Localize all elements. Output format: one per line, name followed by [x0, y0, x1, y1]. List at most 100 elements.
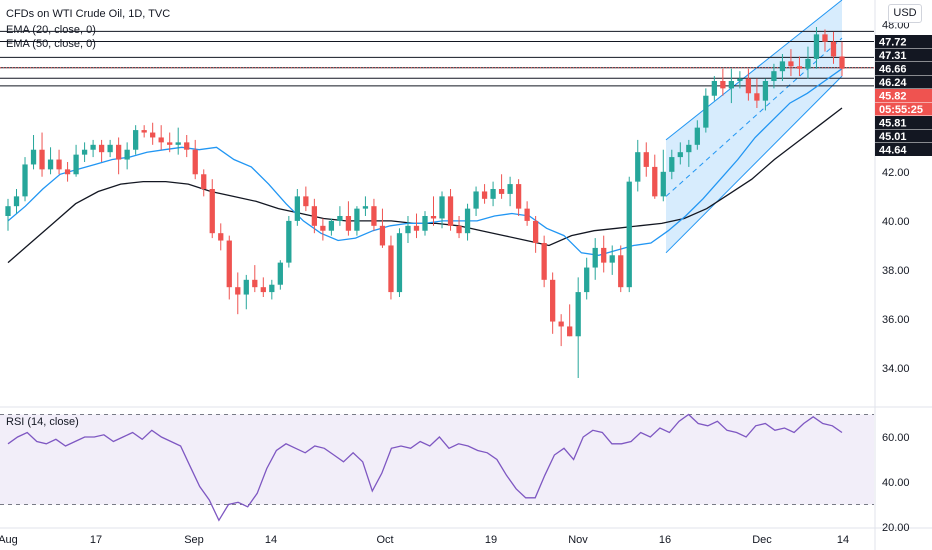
candle-body	[669, 157, 675, 172]
candle-body	[575, 292, 581, 337]
candle-body	[13, 196, 20, 207]
candle-body	[762, 81, 769, 101]
candle-body	[652, 166, 658, 197]
candle-body	[47, 159, 54, 170]
candle-body	[464, 208, 471, 234]
price-badge-label: 46.24	[879, 77, 907, 89]
candle-body	[235, 287, 241, 295]
candle-body	[541, 243, 547, 280]
candle-body	[677, 152, 683, 158]
candle-body	[737, 78, 743, 81]
candle-body	[456, 225, 462, 234]
rsi-band-fill	[0, 414, 874, 505]
candle-body	[396, 233, 403, 293]
candle-body	[192, 149, 198, 175]
candle-body	[558, 321, 564, 327]
candle-body	[107, 144, 113, 153]
time-tick-label: 14	[837, 534, 849, 546]
rsi-tick-label: 40.00	[882, 477, 910, 489]
candle-body	[371, 206, 377, 226]
candle-body	[720, 81, 726, 89]
price-badge-label: 46.66	[879, 64, 907, 76]
time-tick-label: 19	[485, 534, 497, 546]
candle-body	[337, 216, 343, 221]
time-tick-label: Dec	[752, 534, 772, 546]
candle-body	[260, 287, 266, 293]
rsi-legend: RSI (14, close)	[6, 416, 79, 428]
time-tick-label: Aug	[0, 534, 18, 546]
candle-body	[388, 245, 394, 293]
candle-body	[218, 233, 224, 241]
candle-body	[184, 142, 190, 150]
candle-body	[447, 196, 454, 226]
candle-body	[56, 159, 62, 170]
price-tick-label: 40.00	[882, 216, 910, 228]
candle-body	[601, 247, 607, 263]
candle-body	[813, 34, 820, 59]
candle-body	[694, 127, 700, 145]
candle-body	[481, 191, 488, 199]
candle-body	[141, 130, 147, 133]
candle-body	[745, 78, 752, 94]
price-badge-bg	[875, 143, 932, 156]
candle-body	[277, 262, 283, 285]
candle-body	[822, 34, 828, 42]
candles-group	[5, 27, 845, 378]
candle-body	[73, 154, 79, 175]
candle-body	[133, 130, 139, 150]
price-badge-bg	[875, 35, 932, 48]
candle-body	[771, 71, 777, 81]
channel-mid-line	[665, 37, 843, 197]
candle-body	[64, 169, 71, 175]
ema20-legend: EMA (20, close, 0)	[6, 24, 96, 36]
candle-body	[150, 132, 156, 138]
price-badge-label: 47.72	[879, 37, 907, 49]
candle-body	[405, 225, 411, 234]
candle-body	[81, 149, 88, 155]
candle-body	[413, 225, 420, 231]
candle-body	[754, 93, 760, 101]
candle-body	[175, 142, 181, 145]
price-badge-label: 45.82	[879, 91, 907, 103]
candle-body	[294, 196, 300, 221]
candle-body	[286, 220, 292, 263]
rsi-line	[7, 413, 843, 522]
candle-body	[779, 61, 786, 72]
price-tick-label: 36.00	[882, 314, 910, 326]
candle-body	[5, 206, 11, 216]
candle-body	[703, 95, 709, 128]
time-tick-label: 17	[90, 534, 102, 546]
price-badge-label: 47.31	[879, 50, 907, 62]
price-badge-bg	[875, 116, 932, 129]
price-badge-bg	[875, 75, 932, 89]
channel-lower-line	[665, 75, 843, 254]
candle-body	[226, 240, 232, 288]
candle-body	[584, 267, 590, 293]
candle-body	[90, 144, 96, 150]
price-badge-bg	[875, 129, 932, 143]
candle-body	[124, 149, 130, 160]
candle-body	[98, 144, 105, 153]
candle-body	[532, 220, 539, 243]
candle-body	[728, 81, 735, 89]
currency-button[interactable]: USD	[888, 4, 922, 23]
candle-body	[839, 56, 845, 69]
candle-body	[354, 208, 360, 231]
candle-body	[39, 149, 45, 170]
candle-body	[269, 284, 275, 293]
candle-body	[22, 164, 28, 197]
time-tick-label: Oct	[376, 534, 393, 546]
candle-body	[252, 279, 258, 288]
rsi-tick-label: 60.00	[882, 432, 910, 444]
candle-body	[30, 149, 37, 165]
candle-body	[635, 152, 641, 182]
candle-body	[490, 189, 496, 199]
price-badge-bg	[875, 89, 932, 102]
time-tick-label: 16	[659, 534, 671, 546]
candle-body	[345, 216, 352, 231]
symbol-title: CFDs on WTI Crude Oil, 1D, TVC	[6, 8, 171, 20]
candle-body	[805, 58, 811, 69]
candle-body	[618, 255, 624, 288]
